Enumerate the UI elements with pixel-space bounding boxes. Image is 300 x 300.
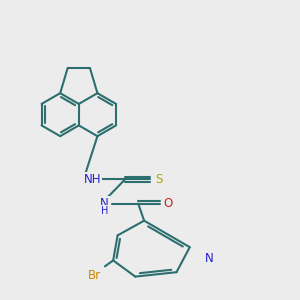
Text: N: N — [100, 197, 109, 210]
Text: Br: Br — [88, 268, 100, 282]
Text: H: H — [101, 206, 108, 216]
Text: N: N — [205, 252, 213, 266]
Text: S: S — [155, 173, 163, 186]
Text: NH: NH — [84, 173, 101, 186]
Text: O: O — [163, 197, 172, 210]
